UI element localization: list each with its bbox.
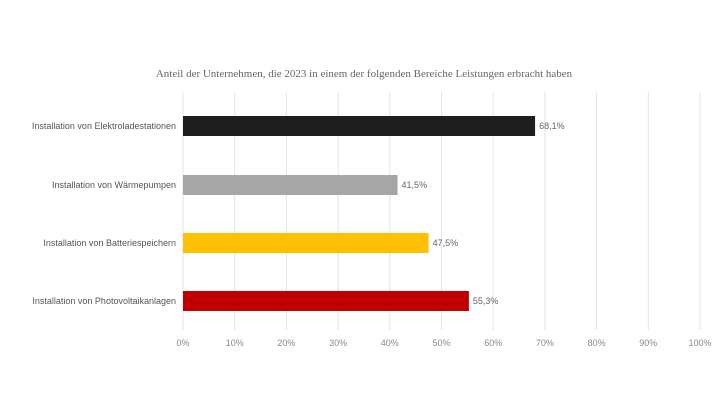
category-labels: Installation von Elektroladestationen Ins… bbox=[32, 121, 176, 306]
category-label: Installation von Elektroladestationen bbox=[32, 121, 176, 131]
value-label: 47,5% bbox=[433, 238, 459, 248]
x-tick-label: 10% bbox=[226, 338, 244, 348]
category-label: Installation von Photovoltaikanlagen bbox=[32, 296, 176, 306]
x-tick-label: 60% bbox=[484, 338, 502, 348]
value-label: 68,1% bbox=[539, 121, 565, 131]
value-label: 41,5% bbox=[402, 180, 428, 190]
x-tick-label: 0% bbox=[176, 338, 189, 348]
x-tick-label: 20% bbox=[277, 338, 295, 348]
gridlines bbox=[182, 92, 701, 330]
chart-title: Anteil der Unternehmen, die 2023 in eine… bbox=[155, 68, 573, 80]
x-tick-label: 50% bbox=[432, 338, 450, 348]
category-label: Installation von Wärmepumpen bbox=[52, 180, 176, 190]
bar bbox=[183, 175, 398, 195]
value-label: 55,3% bbox=[473, 296, 499, 306]
x-tick-label: 80% bbox=[588, 338, 606, 348]
x-tick-label: 30% bbox=[329, 338, 347, 348]
value-labels: 68,1% 41,5% 47,5% 55,3% bbox=[402, 121, 565, 306]
bars bbox=[183, 116, 536, 311]
x-tick-label: 100% bbox=[688, 338, 711, 348]
bar bbox=[183, 233, 429, 253]
x-tick-label: 70% bbox=[536, 338, 554, 348]
category-label: Installation von Batteriespeichern bbox=[43, 238, 176, 248]
bar bbox=[183, 116, 536, 136]
x-tick-label: 40% bbox=[381, 338, 399, 348]
bar bbox=[183, 291, 469, 311]
x-tick-label: 90% bbox=[639, 338, 657, 348]
x-axis-tick-labels: 0% 10% 20% 30% 40% 50% 60% 70% 80% 90% 100% bbox=[176, 338, 711, 348]
